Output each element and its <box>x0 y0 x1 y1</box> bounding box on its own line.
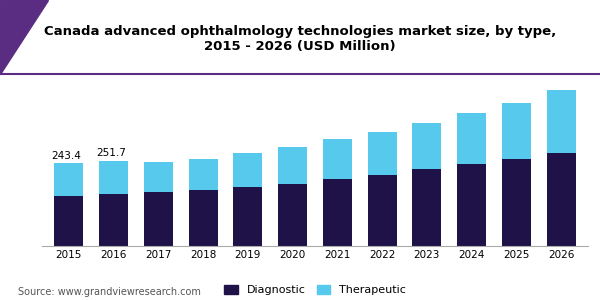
Bar <box>99 194 128 246</box>
Bar <box>144 192 173 246</box>
Bar <box>368 175 397 246</box>
Text: Canada advanced ophthalmology technologies market size, by type,
2015 - 2026 (US: Canada advanced ophthalmology technologi… <box>44 25 556 53</box>
Bar <box>547 90 575 153</box>
Bar <box>323 139 352 179</box>
Bar <box>233 187 262 246</box>
Text: 251.7: 251.7 <box>97 148 127 158</box>
Bar <box>323 179 352 246</box>
Bar <box>502 159 531 246</box>
Bar <box>55 196 83 246</box>
Bar <box>55 164 83 196</box>
Bar <box>188 190 218 246</box>
Bar <box>188 158 218 190</box>
Bar <box>502 103 531 159</box>
Bar <box>547 153 575 246</box>
Bar <box>457 164 486 246</box>
Bar <box>144 162 173 192</box>
Text: Source: www.grandviewresearch.com: Source: www.grandviewresearch.com <box>18 287 201 297</box>
Bar <box>412 169 442 246</box>
Legend: Diagnostic, Therapeutic: Diagnostic, Therapeutic <box>220 280 410 300</box>
Bar <box>278 147 307 184</box>
Bar <box>457 113 486 164</box>
Bar <box>412 123 442 169</box>
Bar <box>278 184 307 246</box>
Bar <box>368 132 397 175</box>
Bar <box>233 153 262 187</box>
Text: 243.4: 243.4 <box>52 151 82 161</box>
Bar <box>99 160 128 194</box>
